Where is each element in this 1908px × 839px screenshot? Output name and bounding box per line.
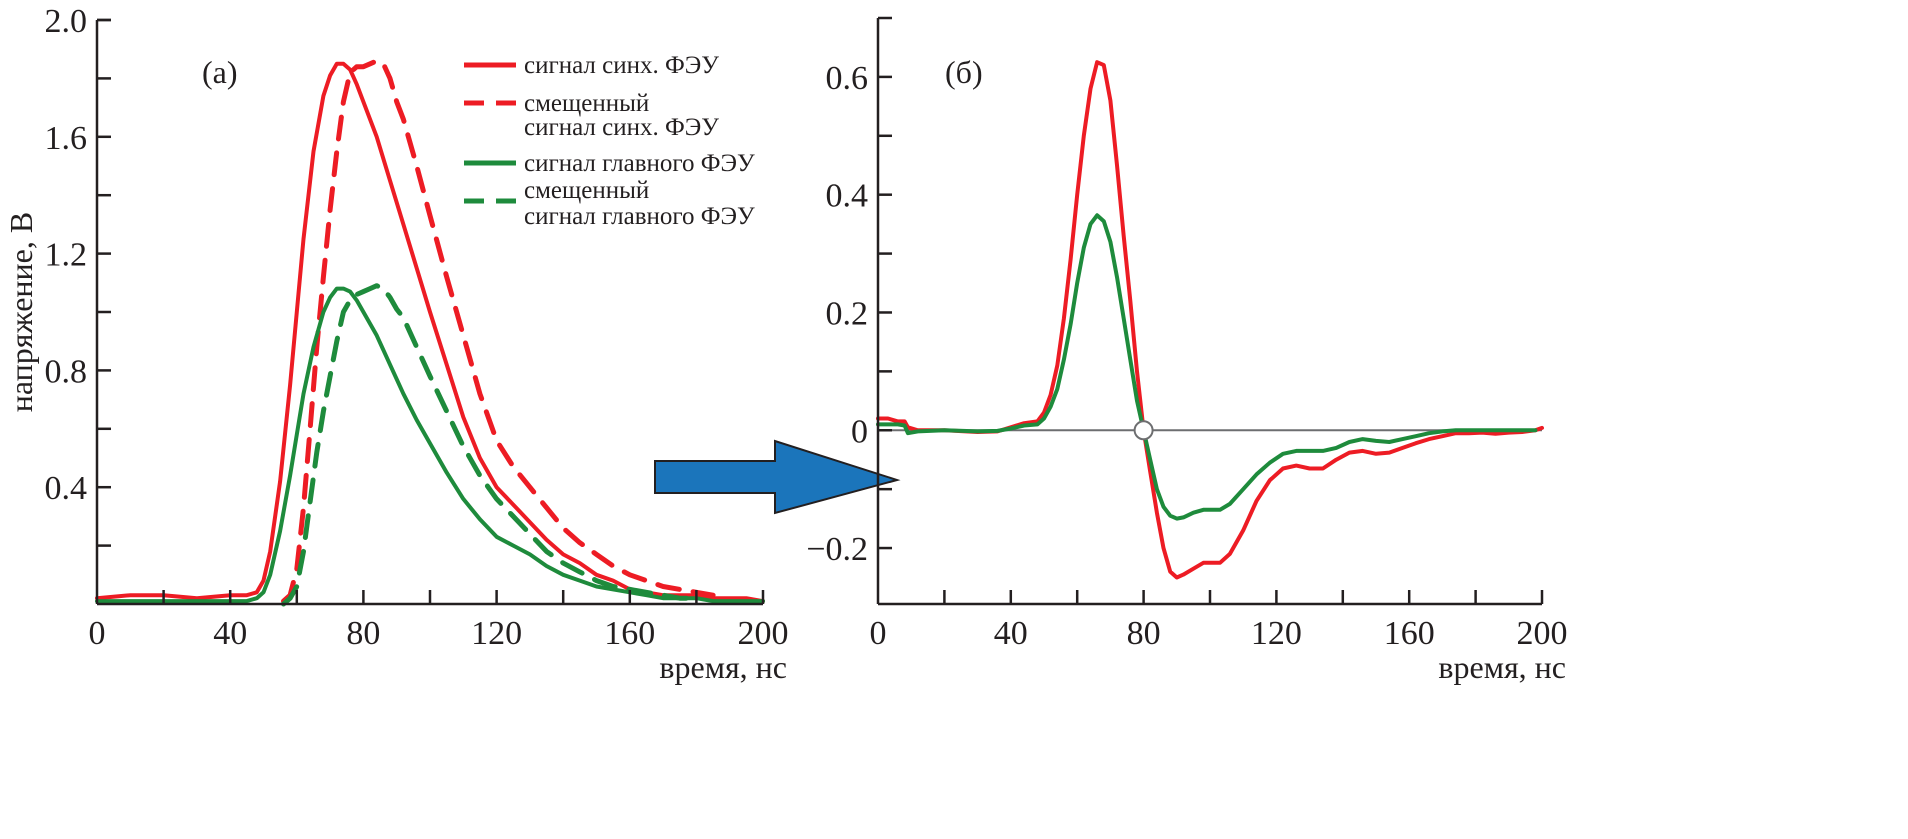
x-tick-label: 120 [471,615,522,652]
ticks-b: 0 40 80 120 160 200 −0.2 0 0.2 0.4 0.6 [806,16,1568,652]
legend-label-line2: сигнал синх. ФЭУ [524,114,719,141]
chart-panel-a: 0 40 80 120 160 200 0.4 0.8 1.2 1.6 2.0 (a) время,… [3,3,789,685]
legend-label: смещенный [524,90,649,117]
arrow-right-icon [654,439,901,515]
y-tick-label: −0.2 [806,531,868,568]
x-tick-label: 120 [1251,615,1302,652]
series-line-dashed-1 [281,58,716,604]
x-tick-label: 0 [89,615,106,652]
x-tick-label: 200 [738,615,789,652]
legend-a: сигнал синх. ФЭУ смещенный сигнал синх. … [464,52,755,230]
legend-label: смещенный [524,177,649,204]
x-tick-label: 80 [346,615,380,652]
x-tick-label: 160 [1384,615,1435,652]
series-line-dashed-3 [281,283,699,607]
x-tick-label: 200 [1517,615,1568,652]
x-tick-label: 160 [604,615,655,652]
panel-label-b: (б) [945,54,983,90]
legend-item: смещенный сигнал синх. ФЭУ [464,90,719,141]
y-tick-label: 2.0 [45,3,88,40]
panel-label-a: (a) [202,54,238,90]
chart-panel-b: 0 40 80 120 160 200 −0.2 0 0.2 0.4 0.6 (б) время, … [806,16,1568,685]
series-group-a [95,58,765,607]
series-line-0 [876,60,1544,580]
legend-item: смещенный сигнал главного ФЭУ [464,177,755,230]
series-line-0 [95,61,765,604]
x-axis-label-b: время, нс [1438,649,1566,685]
y-tick-label: 0 [851,413,868,450]
legend-item: сигнал синх. ФЭУ [464,52,719,79]
y-tick-label: 0.2 [826,295,869,332]
series-line-2 [95,286,765,604]
y-tick-label: 0.6 [826,60,869,97]
x-tick-label: 40 [213,615,247,652]
y-tick-label: 0.4 [826,178,869,215]
legend-label: сигнал главного ФЭУ [524,150,755,177]
legend-label-line2: сигнал главного ФЭУ [524,203,755,230]
x-tick-label: 0 [870,615,887,652]
x-axis-label-a: время, нс [659,649,787,685]
y-tick-label: 1.2 [45,237,88,274]
y-tick-label: 0.8 [45,353,88,390]
zero-crossing-marker [1133,420,1154,441]
y-tick-label: 0.4 [45,470,88,507]
ticks-a: 0 40 80 120 160 200 0.4 0.8 1.2 1.6 2.0 [45,3,789,652]
x-tick-label: 40 [994,615,1028,652]
x-tick-label: 80 [1127,615,1161,652]
series-line-1 [876,213,1538,521]
legend-label: сигнал синх. ФЭУ [524,52,719,79]
series-group-b [876,60,1544,580]
y-axis-label-a: напряжение, В [3,212,39,412]
y-tick-label: 1.6 [45,120,88,157]
legend-item: сигнал главного ФЭУ [464,150,755,177]
